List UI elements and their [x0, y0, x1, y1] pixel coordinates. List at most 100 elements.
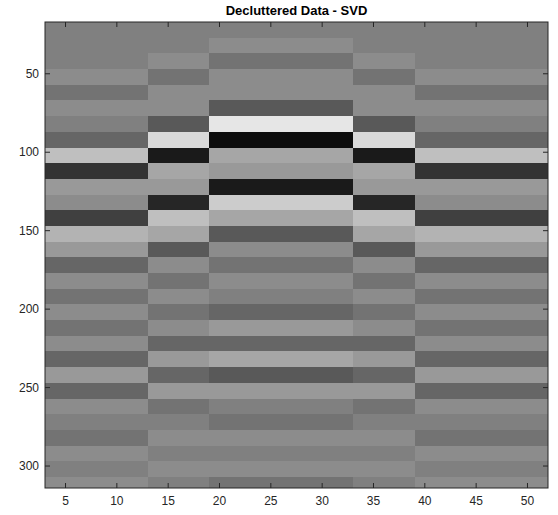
heatmap-cell [189, 69, 210, 85]
heatmap-cell [66, 257, 87, 273]
heatmap-cell [45, 195, 66, 211]
heatmap-cell [168, 414, 189, 430]
heatmap-cell [517, 320, 538, 336]
heatmap-cell [250, 399, 271, 415]
heatmap-cell [332, 116, 353, 132]
heatmap-cell [517, 430, 538, 446]
heatmap-cell [353, 477, 374, 488]
heatmap-cell [86, 430, 107, 446]
heatmap-cell [476, 116, 497, 132]
heatmap-cell [148, 383, 169, 399]
heatmap-cell [332, 100, 353, 116]
heatmap-cell [517, 148, 538, 164]
heatmap-cell [86, 100, 107, 116]
heatmap-cell [107, 273, 128, 289]
heatmap-cell [353, 179, 374, 195]
heatmap-cell [127, 163, 148, 179]
heatmap-cell [291, 53, 312, 69]
heatmap-cell [476, 273, 497, 289]
heatmap-cell [538, 320, 548, 336]
heatmap-cell [476, 85, 497, 101]
heatmap-cell [66, 430, 87, 446]
heatmap-cell [497, 273, 518, 289]
heatmap-cell [373, 414, 394, 430]
heatmap-cell [189, 367, 210, 383]
heatmap-cell [250, 446, 271, 462]
heatmap-cell [250, 336, 271, 352]
heatmap-cell [353, 273, 374, 289]
heatmap-cell [538, 336, 548, 352]
x-tick-top [373, 22, 374, 27]
heatmap-cell [209, 446, 230, 462]
heatmap-cell [209, 69, 230, 85]
heatmap-cell [127, 336, 148, 352]
heatmap-cell [168, 132, 189, 148]
heatmap-cell [168, 430, 189, 446]
heatmap-cell [250, 226, 271, 242]
heatmap-cell [538, 226, 548, 242]
heatmap-cell [230, 477, 251, 488]
heatmap-cell [250, 273, 271, 289]
heatmap-cell [291, 273, 312, 289]
heatmap-cell [435, 320, 456, 336]
heatmap-cell [312, 242, 333, 258]
heatmap-cell [517, 226, 538, 242]
heatmap-cell [538, 163, 548, 179]
heatmap-cell [271, 38, 292, 54]
heatmap-cell [86, 195, 107, 211]
heatmap-cell [291, 132, 312, 148]
heatmap-cell [415, 351, 436, 367]
heatmap-cell [353, 38, 374, 54]
heatmap-cell [107, 85, 128, 101]
heatmap-cell [45, 179, 66, 195]
heatmap-cell [66, 163, 87, 179]
heatmap-cell [456, 351, 477, 367]
y-tick-right [543, 309, 548, 310]
heatmap-cell [394, 132, 415, 148]
heatmap-cell [353, 430, 374, 446]
heatmap-cell [415, 273, 436, 289]
heatmap-cell [127, 210, 148, 226]
heatmap-cell [312, 351, 333, 367]
heatmap-cell [415, 85, 436, 101]
heatmap-cell [435, 336, 456, 352]
heatmap-cell [353, 163, 374, 179]
heatmap-cell [250, 38, 271, 54]
heatmap-cell [394, 257, 415, 273]
heatmap-cell [168, 22, 189, 38]
heatmap-cell [127, 351, 148, 367]
heatmap-cell [476, 148, 497, 164]
heatmap-cell [168, 336, 189, 352]
heatmap-cell [538, 179, 548, 195]
plot-frame [45, 22, 548, 488]
heatmap-cell [250, 85, 271, 101]
x-tick [65, 483, 66, 488]
heatmap-cell [291, 195, 312, 211]
heatmap-cell [312, 430, 333, 446]
heatmap-cell [230, 179, 251, 195]
heatmap-cell [107, 53, 128, 69]
heatmap-cell [250, 132, 271, 148]
heatmap-cell [456, 53, 477, 69]
heatmap-cell [45, 53, 66, 69]
heatmap-cell [66, 367, 87, 383]
heatmap-cell [476, 257, 497, 273]
heatmap-cell [517, 116, 538, 132]
heatmap-cell [66, 179, 87, 195]
heatmap-cell [107, 289, 128, 305]
heatmap-cell [66, 22, 87, 38]
heatmap-cell [189, 446, 210, 462]
heatmap-cell [332, 163, 353, 179]
heatmap-cell [415, 477, 436, 488]
heatmap-cell [107, 242, 128, 258]
heatmap-cell [394, 351, 415, 367]
heatmap-cell [456, 22, 477, 38]
heatmap-cell [332, 446, 353, 462]
heatmap-cell [168, 85, 189, 101]
heatmap-cell [148, 22, 169, 38]
heatmap-cell [107, 399, 128, 415]
heatmap-cell [230, 304, 251, 320]
heatmap-cell [291, 242, 312, 258]
heatmap-cell [86, 85, 107, 101]
heatmap-cell [415, 148, 436, 164]
